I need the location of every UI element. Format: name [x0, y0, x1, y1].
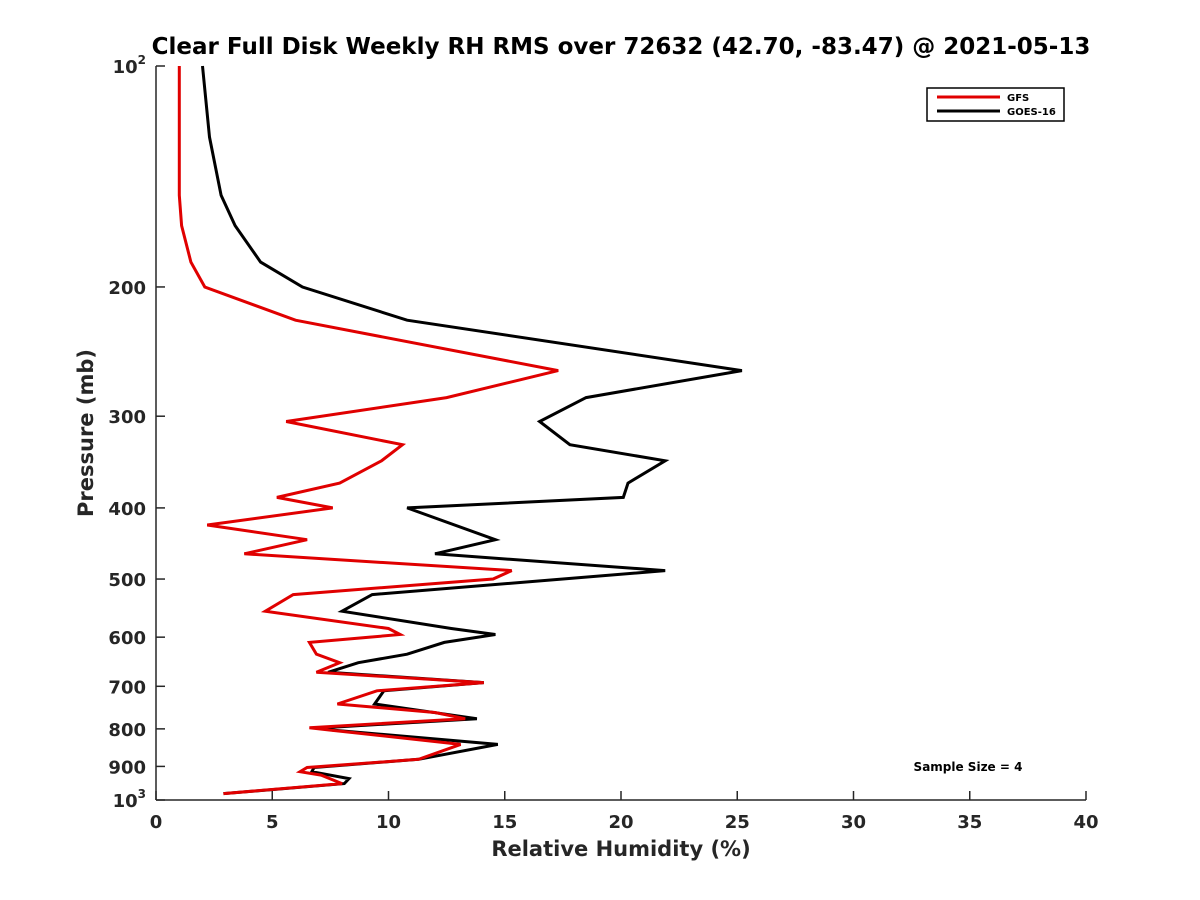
y-tick-label: 400 — [108, 499, 146, 520]
x-tick-group: 0 5 10 15 20 25 30 35 40 — [150, 791, 1099, 833]
y-tick-label: 103 — [113, 787, 146, 812]
y-axis-label: Pressure (mb) — [74, 349, 98, 517]
y-tick-label: 200 — [108, 278, 146, 299]
y-tick-label: 300 — [108, 407, 146, 428]
legend: GFS GOES-16 — [926, 87, 1065, 122]
series-line-goes-16 — [201, 65, 743, 796]
series-layer — [177, 65, 743, 796]
y-tick-label: 700 — [108, 677, 146, 698]
legend-box — [926, 87, 1065, 122]
x-tick-label: 30 — [841, 812, 866, 833]
sample-size-annotation: Sample Size = 4 — [914, 760, 1023, 774]
x-tick-label: 5 — [266, 812, 279, 833]
y-tick-label: 900 — [108, 757, 146, 778]
x-tick-label: 15 — [492, 812, 517, 833]
chart-title: Clear Full Disk Weekly RH RMS over 72632… — [152, 34, 1091, 60]
legend-label-goes-16: GOES-16 — [1007, 107, 1056, 118]
legend-label-gfs: GFS — [1007, 93, 1029, 104]
x-tick-label: 0 — [150, 812, 163, 833]
x-tick-label: 20 — [608, 812, 633, 833]
series-line-gfs — [177, 66, 559, 796]
x-tick-label: 25 — [725, 812, 750, 833]
x-tick-label: 35 — [957, 812, 982, 833]
x-axis-label: Relative Humidity (%) — [491, 837, 750, 861]
y-tick-group: 102 200 300 400 500 600 700 800 900 103 — [108, 53, 165, 812]
y-tick-label: 102 — [113, 53, 146, 78]
x-tick-label: 40 — [1073, 812, 1098, 833]
y-tick-label: 600 — [108, 628, 146, 649]
y-tick-label: 500 — [108, 570, 146, 591]
y-tick-label: 800 — [108, 720, 146, 741]
x-tick-label: 10 — [376, 812, 401, 833]
